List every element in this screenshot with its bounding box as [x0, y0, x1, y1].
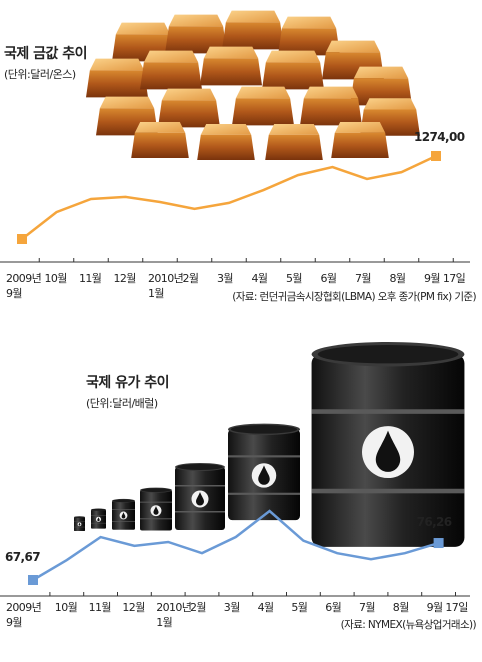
source-note: (자료: 런던귀금속시장협회(LBMA) 오후 종가(PM fix) 기준)	[232, 291, 476, 303]
data-line	[21, 154, 437, 240]
x-tick-label: 2009년 9월	[6, 601, 42, 629]
oil-barrel	[228, 423, 300, 521]
gold-bar	[265, 124, 323, 160]
x-tick-label: 5월	[286, 272, 303, 285]
x-tick-label: 6월	[320, 272, 338, 285]
x-tick-label: 3월	[223, 601, 241, 614]
oil-barrel	[140, 487, 172, 531]
chart-subtitle: (단위:달러/배럴)	[86, 397, 158, 410]
x-tick-label: 7월	[355, 272, 372, 285]
x-tick-label: 10월	[54, 601, 78, 614]
gold-bar	[158, 88, 220, 128]
gold-bar	[86, 58, 148, 98]
gold-bar	[331, 122, 389, 158]
x-tick-label: 6월	[325, 601, 342, 614]
oil-barrel	[175, 463, 225, 530]
source-note: (자료: NYMEX(뉴욕상업거래소))	[340, 619, 477, 631]
gold-bar	[300, 86, 362, 126]
x-tick-label: 2010년 1월	[148, 272, 184, 300]
data-point	[433, 538, 444, 549]
gold-bar	[140, 50, 202, 90]
x-tick-label: 9월 17일	[424, 272, 466, 285]
x-tick-label: 3월	[217, 272, 234, 285]
x-tick-label: 7월	[359, 601, 376, 614]
oil-barrel	[112, 498, 135, 530]
x-tick-label: 2009년 9월	[6, 272, 42, 300]
x-tick-label: 9월 17일	[426, 601, 469, 614]
gold-bar	[262, 50, 324, 90]
data-point	[17, 234, 27, 244]
x-tick-label: 8월	[392, 601, 410, 614]
x-tick-label: 5월	[291, 601, 308, 614]
x-tick-label: 8월	[389, 272, 407, 285]
gold-bar	[200, 46, 262, 86]
gold-bar	[131, 122, 189, 158]
x-tick-label: 11월	[79, 272, 102, 285]
x-tick-label: 4월	[257, 601, 275, 614]
x-tick-label: 12월	[113, 272, 137, 285]
x-tick-label: 11월	[88, 601, 112, 614]
oil-barrel	[74, 516, 85, 532]
value-label: 76,26	[416, 515, 453, 530]
chart-title: 국제 금값 추이	[4, 46, 88, 62]
x-tick-label: 2월	[182, 272, 200, 285]
x-tick-label: 10월	[44, 272, 68, 285]
x-tick-label: 4월	[251, 272, 269, 285]
x-tick-label: 12월	[122, 601, 145, 614]
oil-barrel	[91, 508, 106, 529]
gold-bar	[232, 86, 294, 126]
x-tick-label: 2010년 1월	[156, 601, 192, 629]
gold-bar	[197, 124, 255, 160]
value-label: 1274,00	[414, 130, 465, 144]
data-point	[431, 151, 441, 161]
value-label: 67,67	[5, 550, 41, 564]
chart-subtitle: (단위:달러/온스)	[4, 68, 76, 81]
data-point	[28, 575, 38, 585]
data-line	[32, 509, 439, 582]
gold-bars-illustration	[86, 10, 420, 160]
x-tick-label: 2월	[190, 601, 207, 614]
gold-bar	[222, 10, 284, 50]
chart-title: 국제 유가 추이	[86, 375, 170, 391]
